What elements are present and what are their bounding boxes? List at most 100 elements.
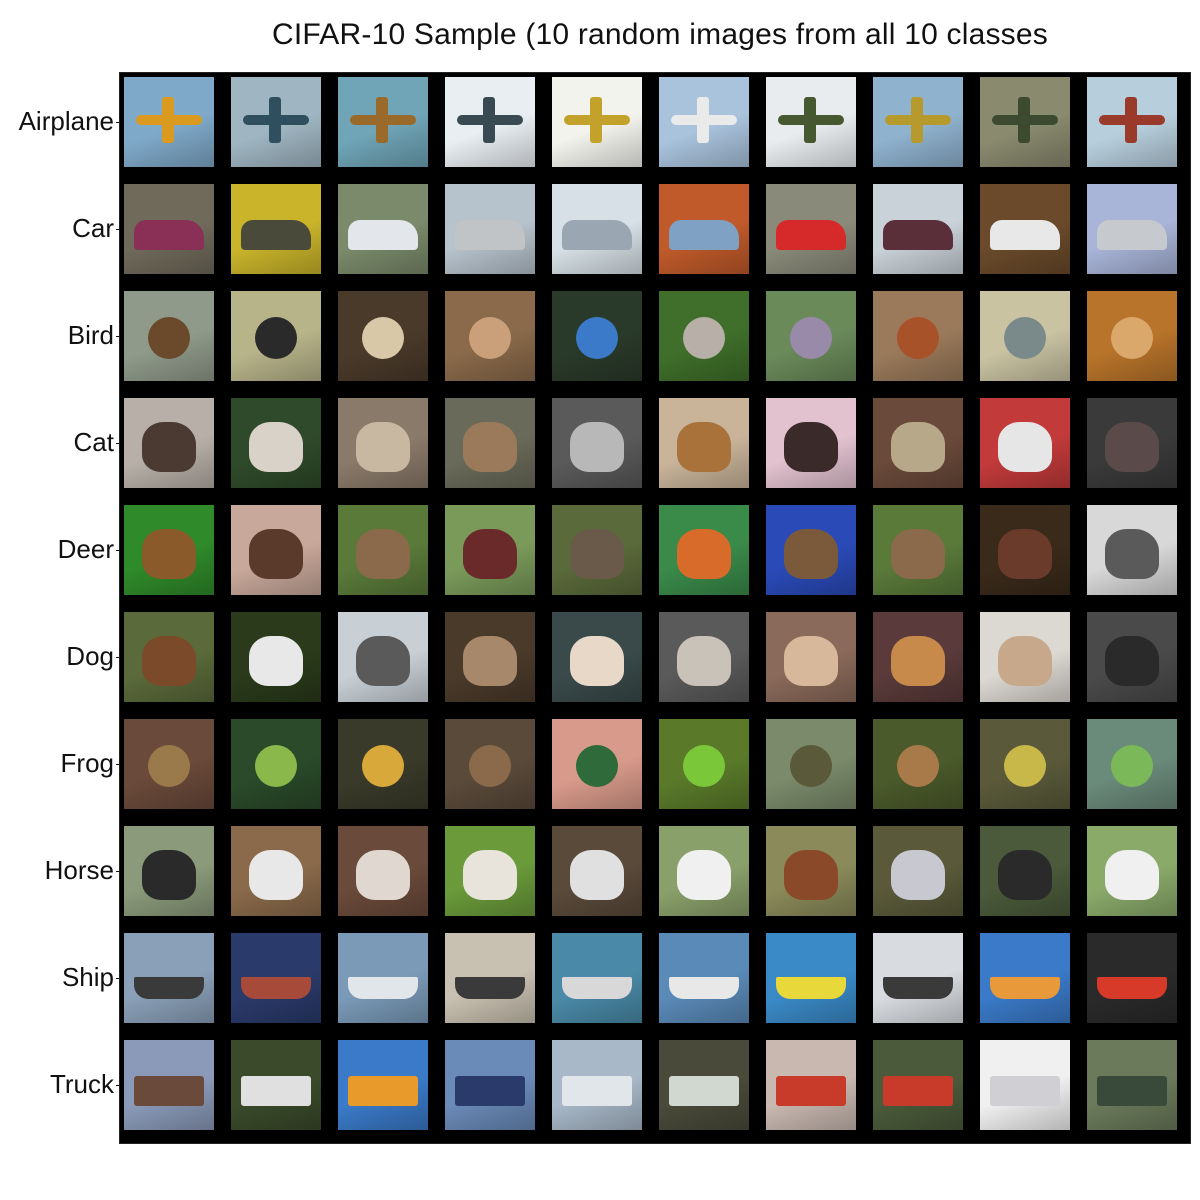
row-label-deer: Deer — [57, 534, 114, 564]
wing-shape — [911, 97, 923, 143]
deer-image-2 — [231, 505, 321, 595]
cat-image-7 — [766, 398, 856, 488]
truck-image-2 — [231, 1040, 321, 1130]
airplane-image-9 — [980, 77, 1070, 167]
wing-shape — [269, 97, 281, 143]
row-label-airplane: Airplane — [18, 106, 114, 136]
frog-shape — [362, 745, 404, 787]
horse-shape — [356, 850, 410, 900]
horse-image-1 — [124, 826, 214, 916]
deer-image-4 — [445, 505, 535, 595]
frog-image-4 — [445, 719, 535, 809]
row-label-horse: Horse — [44, 855, 114, 885]
airplane-shape — [564, 97, 630, 143]
ship-shape — [883, 977, 953, 999]
truck-image-7 — [766, 1040, 856, 1130]
car-shape — [455, 220, 525, 250]
bird-image-1 — [124, 291, 214, 381]
bird-image-7 — [766, 291, 856, 381]
bird-shape — [897, 317, 939, 359]
airplane-image-7 — [766, 77, 856, 167]
car-shape — [562, 220, 632, 250]
bird-image-6 — [659, 291, 749, 381]
deer-image-9 — [980, 505, 1070, 595]
row-label-truck: Truck — [49, 1069, 114, 1099]
car-shape — [348, 220, 418, 250]
airplane-shape — [243, 97, 309, 143]
car-shape — [883, 220, 953, 250]
airplane-shape — [778, 97, 844, 143]
horse-image-9 — [980, 826, 1070, 916]
deer-image-1 — [124, 505, 214, 595]
dog-shape — [784, 636, 838, 686]
car-image-3 — [338, 184, 428, 274]
row-label-cat: Cat — [73, 427, 114, 457]
truck-image-10 — [1087, 1040, 1177, 1130]
image-background — [1087, 398, 1177, 488]
frog-shape — [897, 745, 939, 787]
airplane-image-10 — [1087, 77, 1177, 167]
frog-image-3 — [338, 719, 428, 809]
frog-image-7 — [766, 719, 856, 809]
deer-image-5 — [552, 505, 642, 595]
deer-image-7 — [766, 505, 856, 595]
horse-image-8 — [873, 826, 963, 916]
car-image-2 — [231, 184, 321, 274]
frog-shape — [255, 745, 297, 787]
frog-image-5 — [552, 719, 642, 809]
wing-shape — [590, 97, 602, 143]
bird-shape — [576, 317, 618, 359]
ship-shape — [776, 977, 846, 999]
truck-image-5 — [552, 1040, 642, 1130]
cat-image-2 — [231, 398, 321, 488]
row-label-ship: Ship — [61, 962, 114, 992]
horse-image-10 — [1087, 826, 1177, 916]
bird-shape — [469, 317, 511, 359]
cat-image-8 — [873, 398, 963, 488]
frog-shape — [148, 745, 190, 787]
ship-shape — [134, 977, 204, 999]
row-label-frog: Frog — [60, 748, 114, 778]
truck-shape — [134, 1076, 204, 1106]
airplane-image-1 — [124, 77, 214, 167]
frog-image-10 — [1087, 719, 1177, 809]
car-shape — [1097, 220, 1167, 250]
airplane-image-2 — [231, 77, 321, 167]
image-background — [873, 505, 963, 595]
image-background — [124, 612, 214, 702]
car-shape — [134, 220, 204, 250]
ship-image-5 — [552, 933, 642, 1023]
horse-image-5 — [552, 826, 642, 916]
airplane-shape — [350, 97, 416, 143]
car-shape — [669, 220, 739, 250]
image-background — [659, 719, 749, 809]
cat-shape — [677, 422, 731, 472]
truck-shape — [883, 1076, 953, 1106]
horse-image-4 — [445, 826, 535, 916]
cat-shape — [570, 422, 624, 472]
image-background — [766, 826, 856, 916]
dog-shape — [677, 636, 731, 686]
frog-shape — [576, 745, 618, 787]
ship-image-4 — [445, 933, 535, 1023]
cat-shape — [1105, 422, 1159, 472]
horse-shape — [784, 850, 838, 900]
image-background — [338, 398, 428, 488]
dog-shape — [249, 636, 303, 686]
truck-image-6 — [659, 1040, 749, 1130]
dog-image-7 — [766, 612, 856, 702]
horse-image-6 — [659, 826, 749, 916]
wing-shape — [804, 97, 816, 143]
ship-shape — [348, 977, 418, 999]
truck-image-3 — [338, 1040, 428, 1130]
frog-shape — [1004, 745, 1046, 787]
frog-shape — [469, 745, 511, 787]
cat-image-1 — [124, 398, 214, 488]
bird-shape — [790, 317, 832, 359]
cat-shape — [142, 422, 196, 472]
cat-image-10 — [1087, 398, 1177, 488]
car-image-4 — [445, 184, 535, 274]
horse-image-7 — [766, 826, 856, 916]
image-background — [766, 612, 856, 702]
deer-shape — [677, 529, 731, 579]
